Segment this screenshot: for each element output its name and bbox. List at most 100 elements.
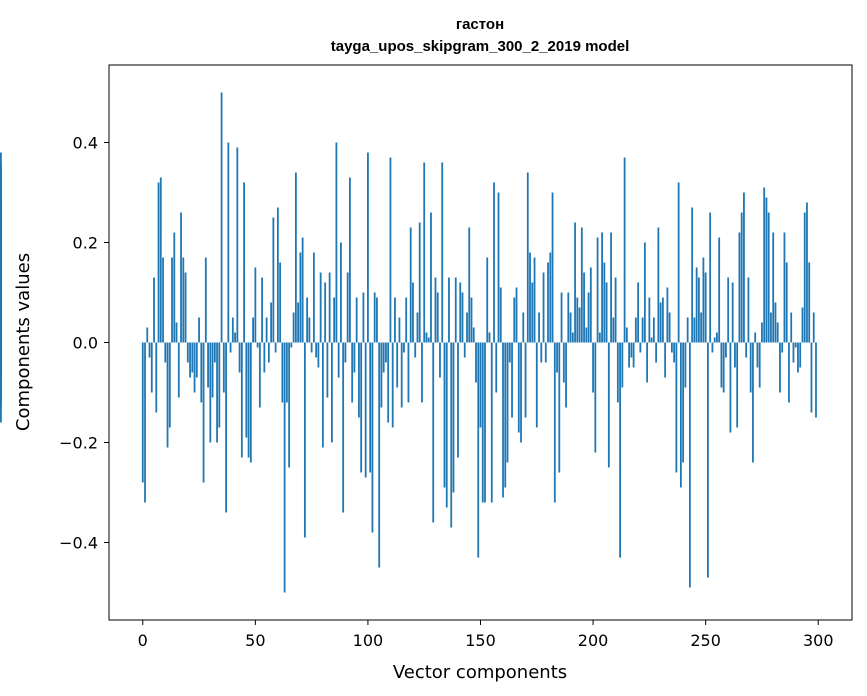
- x-tick-label: 50: [245, 631, 265, 650]
- bar: [191, 342, 194, 373]
- bar: [641, 317, 644, 343]
- bar: [308, 317, 311, 343]
- bar: [416, 312, 419, 343]
- bar: [803, 212, 806, 343]
- bar: [346, 272, 349, 343]
- bar: [711, 342, 714, 353]
- bar: [544, 342, 547, 363]
- bar: [670, 342, 673, 353]
- bar: [326, 342, 329, 398]
- bar: [443, 342, 446, 488]
- y-tick-label: −0.4: [59, 534, 98, 553]
- bar: [799, 342, 802, 368]
- bar: [707, 342, 709, 578]
- bar: [227, 142, 230, 343]
- bar: [693, 317, 696, 343]
- bar: [0, 342, 2, 373]
- bar: [643, 242, 646, 343]
- bar: [385, 342, 387, 363]
- bar: [306, 297, 309, 343]
- bar: [508, 342, 511, 363]
- bar: [749, 342, 752, 393]
- bar: [700, 312, 703, 343]
- bar: [587, 292, 590, 343]
- bar: [619, 342, 621, 558]
- bar: [576, 297, 579, 343]
- bar: [159, 177, 162, 343]
- bar: [716, 332, 718, 343]
- bar: [243, 182, 245, 343]
- bar: [367, 152, 369, 343]
- bar: [574, 222, 576, 343]
- bar: [698, 277, 700, 343]
- bar: [157, 182, 160, 343]
- bar: [569, 312, 572, 343]
- bar: [254, 267, 257, 343]
- bar: [200, 342, 203, 403]
- bar: [317, 342, 320, 368]
- bar: [806, 202, 808, 343]
- bar: [310, 342, 313, 353]
- chart-subtitle: tayga_upos_skipgram_300_2_2019 model: [331, 38, 630, 55]
- bar: [623, 157, 626, 343]
- bar: [204, 257, 207, 343]
- bar: [189, 342, 191, 378]
- bar: [628, 342, 630, 368]
- bar: [333, 297, 336, 343]
- bar: [344, 342, 347, 363]
- bar: [398, 317, 401, 343]
- bar: [358, 342, 360, 418]
- bar: [412, 282, 414, 343]
- bar: [520, 342, 522, 443]
- bar: [238, 342, 241, 373]
- bar: [261, 277, 263, 343]
- bar: [276, 207, 279, 343]
- bar: [673, 342, 676, 363]
- bar: [533, 257, 536, 343]
- bar: [605, 282, 608, 343]
- bar: [222, 342, 225, 393]
- bar: [688, 342, 691, 588]
- bar: [434, 277, 437, 343]
- bar: [421, 342, 423, 403]
- bar: [756, 342, 759, 368]
- bar: [150, 342, 153, 393]
- bar: [378, 342, 381, 568]
- bar: [166, 342, 169, 448]
- bar: [315, 342, 318, 358]
- bar: [560, 292, 563, 343]
- bar: [578, 307, 581, 343]
- bar: [335, 142, 338, 343]
- bar: [245, 342, 248, 438]
- bar: [634, 317, 637, 343]
- bar: [349, 177, 351, 343]
- bar: [767, 212, 770, 343]
- bar: [607, 342, 610, 468]
- bar: [553, 342, 556, 503]
- x-tick-label: 250: [690, 631, 721, 650]
- bar: [461, 292, 464, 343]
- bar: [794, 342, 797, 348]
- bar: [531, 282, 534, 343]
- bar: [0, 322, 2, 343]
- x-tick-label: 200: [578, 631, 609, 650]
- x-axis-label: Vector components: [393, 662, 567, 683]
- bar: [279, 262, 282, 343]
- bar: [258, 342, 261, 408]
- bar: [459, 282, 462, 343]
- bar: [682, 342, 685, 463]
- bar: [164, 342, 167, 363]
- plot-frame: [108, 64, 853, 621]
- bar: [486, 257, 489, 343]
- bar: [616, 342, 619, 403]
- x-tick-label: 150: [465, 631, 496, 650]
- bar: [659, 302, 662, 343]
- bar: [513, 297, 516, 343]
- bar: [540, 342, 543, 363]
- bar: [382, 342, 385, 373]
- bar: [186, 342, 189, 363]
- bar: [234, 332, 236, 343]
- bar: [342, 342, 345, 513]
- bar: [225, 342, 227, 513]
